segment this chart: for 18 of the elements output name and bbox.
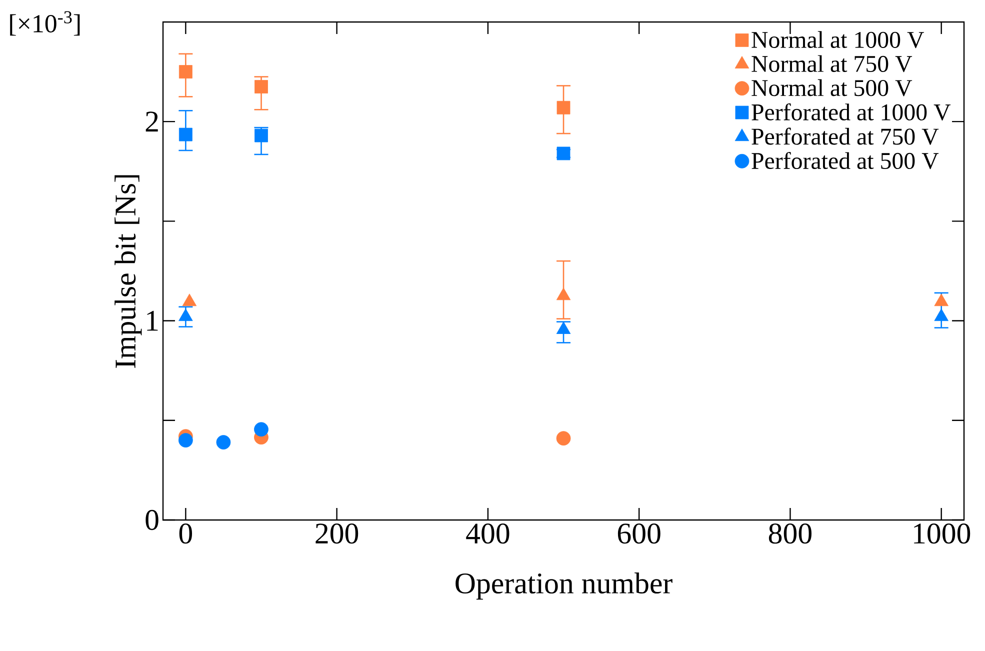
x-tick-label: 0: [179, 524, 192, 544]
x-tick-label: 800: [768, 524, 812, 544]
x-tick-label: 400: [466, 524, 510, 544]
legend-label: Perforated at 750 V: [752, 128, 939, 145]
text: [×10$^{-3}$]: [10, 11, 80, 36]
legend-label: Perforated at 1000 V: [752, 103, 951, 121]
x-axis-title: Operation number: [456, 572, 672, 600]
x-tick-label: 200: [316, 524, 358, 544]
y-tick-label: 0: [146, 510, 158, 530]
legend-label: Perforated at 500 V: [752, 152, 939, 170]
legend-label: Normal at 750 V: [752, 55, 912, 72]
y-axis-title: Impulse bit [Ns]: [114, 175, 142, 368]
x-tick-label: 1000: [914, 524, 970, 544]
y-tick-label: 2: [146, 112, 158, 132]
y-tick-label: 1: [147, 310, 158, 331]
legend-label: Normal at 500 V: [752, 79, 912, 96]
x-tick-label: 600: [618, 524, 660, 544]
legend-label: Normal at 1000 V: [752, 31, 924, 48]
